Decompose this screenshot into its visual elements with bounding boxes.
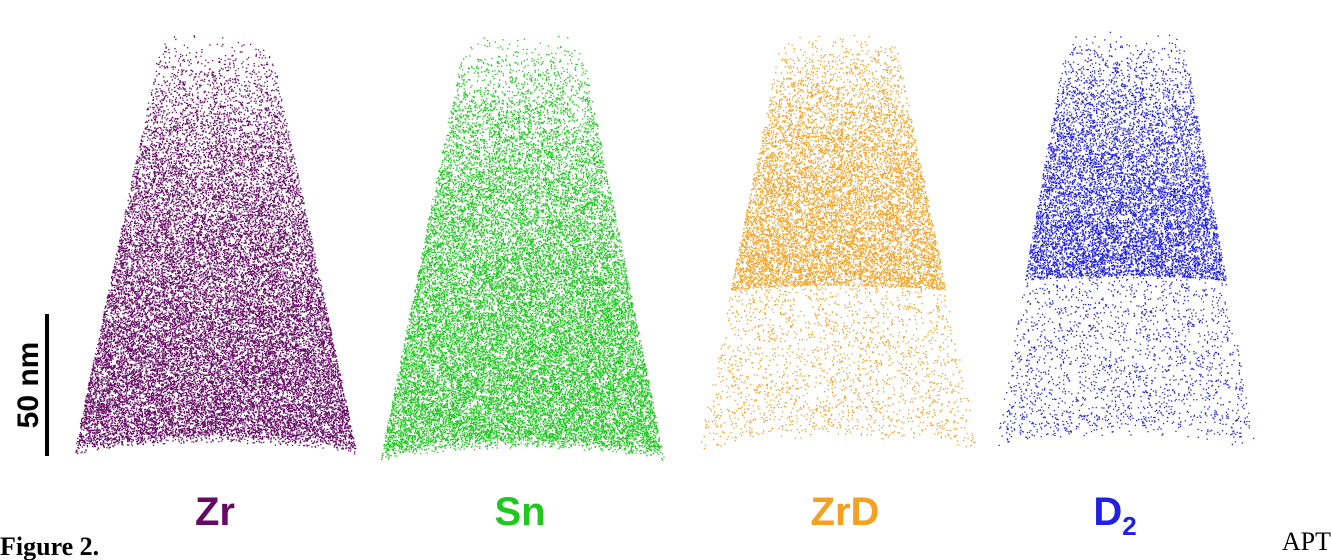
scale-bar-label: 50 nm <box>12 342 45 429</box>
caption-text: APT <box>1282 527 1331 556</box>
label-text: ZrD <box>811 490 880 534</box>
label-text: Zr <box>195 490 235 534</box>
point-cloud <box>701 35 976 449</box>
figure: 50 nm Figure 2. APT Zr Sn ZrD D2 <box>0 0 1331 560</box>
label-text: Sn <box>494 490 545 534</box>
point-cloud <box>999 32 1255 446</box>
point-cloud <box>75 35 356 454</box>
label-text: D <box>1093 490 1122 534</box>
panel-label: D2 <box>1093 490 1136 541</box>
panel-label: Zr <box>195 490 235 534</box>
panel-label: ZrD <box>811 490 880 534</box>
label-subscript: 2 <box>1122 511 1136 541</box>
figure-label: Figure 2. <box>0 532 99 560</box>
point-cloud <box>381 36 664 461</box>
panel-label: Sn <box>494 490 545 534</box>
